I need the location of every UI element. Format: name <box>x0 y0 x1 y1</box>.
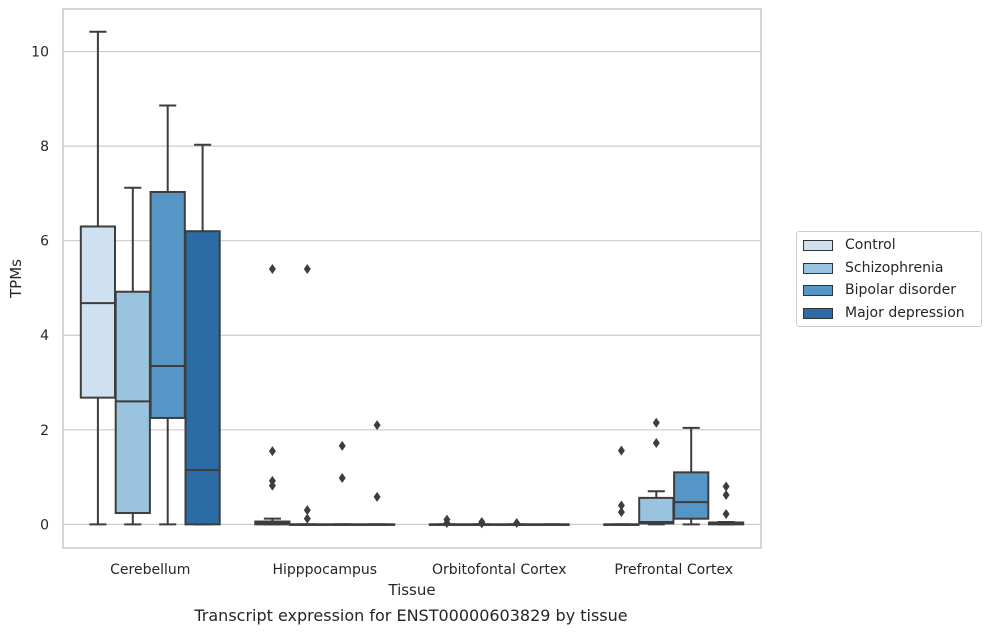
legend-swatch-control <box>803 239 833 251</box>
legend-label-control: Control <box>845 237 896 253</box>
outlier-point <box>373 420 381 431</box>
outlier-point <box>513 517 521 528</box>
y-tick-label: 8 <box>40 139 49 155</box>
outlier-point <box>617 507 625 518</box>
legend-swatch-bipolar-disorder <box>803 284 833 296</box>
outlier-point <box>652 438 660 449</box>
legend-item-control: Control <box>803 236 896 254</box>
x-axis-label: Tissue <box>387 581 435 599</box>
outlier-point <box>652 417 660 428</box>
box-0-3 <box>184 143 221 526</box>
outlier-point <box>338 473 346 484</box>
box-0-0 <box>79 30 117 526</box>
outlier-point <box>338 440 346 451</box>
box-2-1 <box>463 516 500 529</box>
y-tick-label: 4 <box>40 328 49 344</box>
outlier-point <box>268 475 276 486</box>
outlier-point <box>722 481 730 492</box>
box-body <box>79 225 117 399</box>
legend-item-major-depression: Major depression <box>803 304 965 322</box>
y-tick-label: 0 <box>40 517 49 533</box>
box-body <box>673 471 710 520</box>
legend-swatch-major-depression <box>803 307 833 319</box>
legend-label-major-depression: Major depression <box>845 305 965 321</box>
outlier-point <box>722 490 730 501</box>
x-tick-label: Prefrontal Cortex <box>614 562 733 578</box>
outlier-point <box>303 505 311 516</box>
box-2-3 <box>533 523 570 526</box>
box-3-1 <box>638 417 675 526</box>
outlier-point <box>268 264 276 275</box>
box-body <box>184 230 221 526</box>
legend-label-schizophrenia: Schizophrenia <box>845 260 944 276</box>
box-1-2 <box>324 440 361 526</box>
box-body <box>638 496 675 525</box>
outlier-point <box>722 508 730 519</box>
box-1-0 <box>254 264 291 526</box>
legend-swatch-schizophrenia <box>803 262 833 274</box>
x-tick-label: Orbitofontal Cortex <box>432 562 567 578</box>
legend-label-bipolar-disorder: Bipolar disorder <box>845 282 957 298</box>
box-0-2 <box>149 104 186 526</box>
box-1-1 <box>289 264 326 526</box>
box-0-1 <box>114 186 151 526</box>
legend-item-schizophrenia: Schizophrenia <box>803 259 943 277</box>
box-3-3 <box>707 481 745 526</box>
box-1-3 <box>358 420 396 526</box>
y-tick-label: 6 <box>40 234 49 250</box>
y-axis-label: TPMs <box>7 259 25 299</box>
outlier-point <box>617 445 625 456</box>
box-2-0 <box>428 514 466 528</box>
box-3-0 <box>603 445 640 526</box>
outlier-point <box>303 264 311 275</box>
outlier-point <box>303 513 311 524</box>
y-tick-label: 10 <box>31 45 49 61</box>
legend: Control Schizophrenia Bipolar disorder M… <box>796 231 982 327</box>
plot-frame <box>62 8 762 549</box>
box-3-2 <box>673 426 710 526</box>
outlier-point <box>478 516 486 527</box>
box-2-2 <box>498 517 535 528</box>
legend-item-bipolar-disorder: Bipolar disorder <box>803 281 956 299</box>
y-tick-label: 2 <box>40 423 49 439</box>
outlier-point <box>443 514 451 525</box>
outlier-point <box>373 491 381 502</box>
chart-title: Transcript expression for ENST0000060382… <box>194 606 628 625</box>
x-tick-label: Hipppocampus <box>272 562 377 578</box>
x-tick-label: Cerebellum <box>110 562 190 578</box>
outlier-point <box>268 446 276 457</box>
outlier-point <box>617 500 625 511</box>
box-body <box>149 190 186 419</box>
